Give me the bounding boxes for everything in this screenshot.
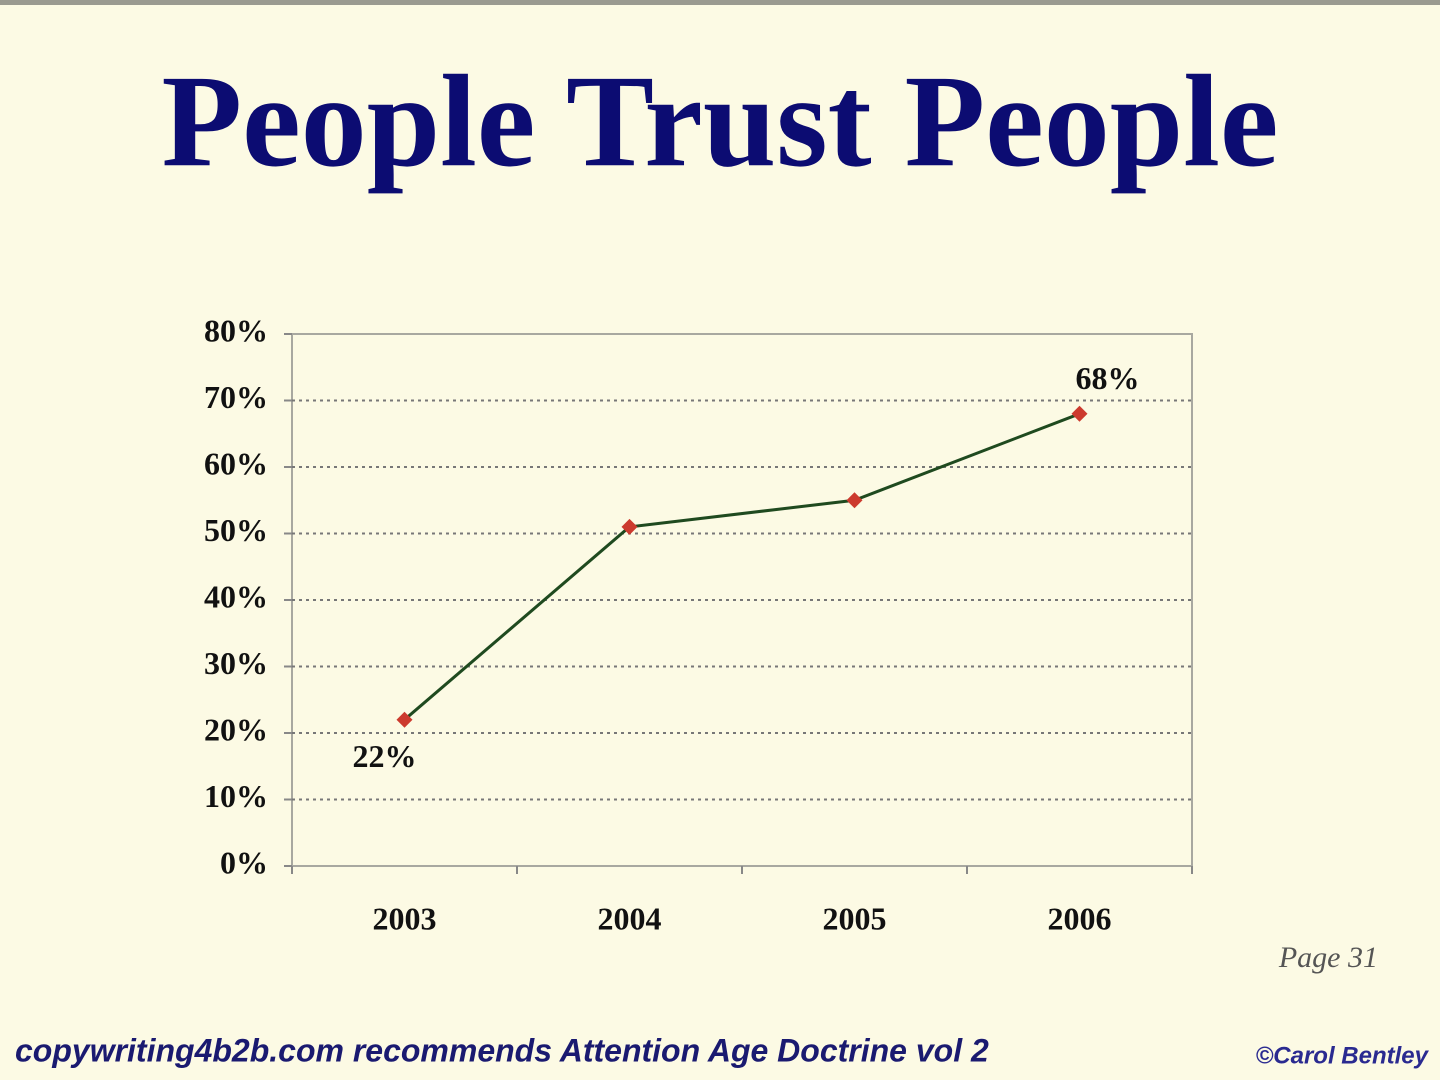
y-tick-label: 80% [204, 312, 268, 348]
x-tick-label: 2006 [1048, 900, 1112, 936]
x-tick-label: 2003 [373, 900, 437, 936]
data-marker [846, 492, 863, 509]
y-tick-label: 70% [204, 379, 268, 415]
y-tick-label: 30% [204, 645, 268, 681]
copyright: ©Carol Bentley [1256, 1042, 1430, 1069]
data-label: 68% [1076, 360, 1140, 396]
footer: copywriting4b2b.com recommends Attention… [15, 1032, 989, 1068]
data-marker [1071, 405, 1088, 422]
y-tick-label: 10% [204, 778, 268, 814]
data-marker [621, 518, 638, 535]
page-note: Page 31 [1278, 941, 1378, 974]
y-tick-label: 0% [220, 844, 268, 880]
top-border [0, 0, 1440, 5]
x-tick-label: 2005 [823, 900, 887, 936]
y-tick-label: 20% [204, 711, 268, 747]
slide-title: People Trust People [162, 47, 1279, 194]
data-label: 22% [353, 738, 417, 774]
y-tick-label: 40% [204, 578, 268, 614]
y-tick-label: 50% [204, 512, 268, 548]
data-line [403, 412, 1081, 721]
data-marker [396, 711, 413, 728]
x-tick-label: 2004 [598, 900, 662, 936]
y-tick-label: 60% [204, 445, 268, 481]
